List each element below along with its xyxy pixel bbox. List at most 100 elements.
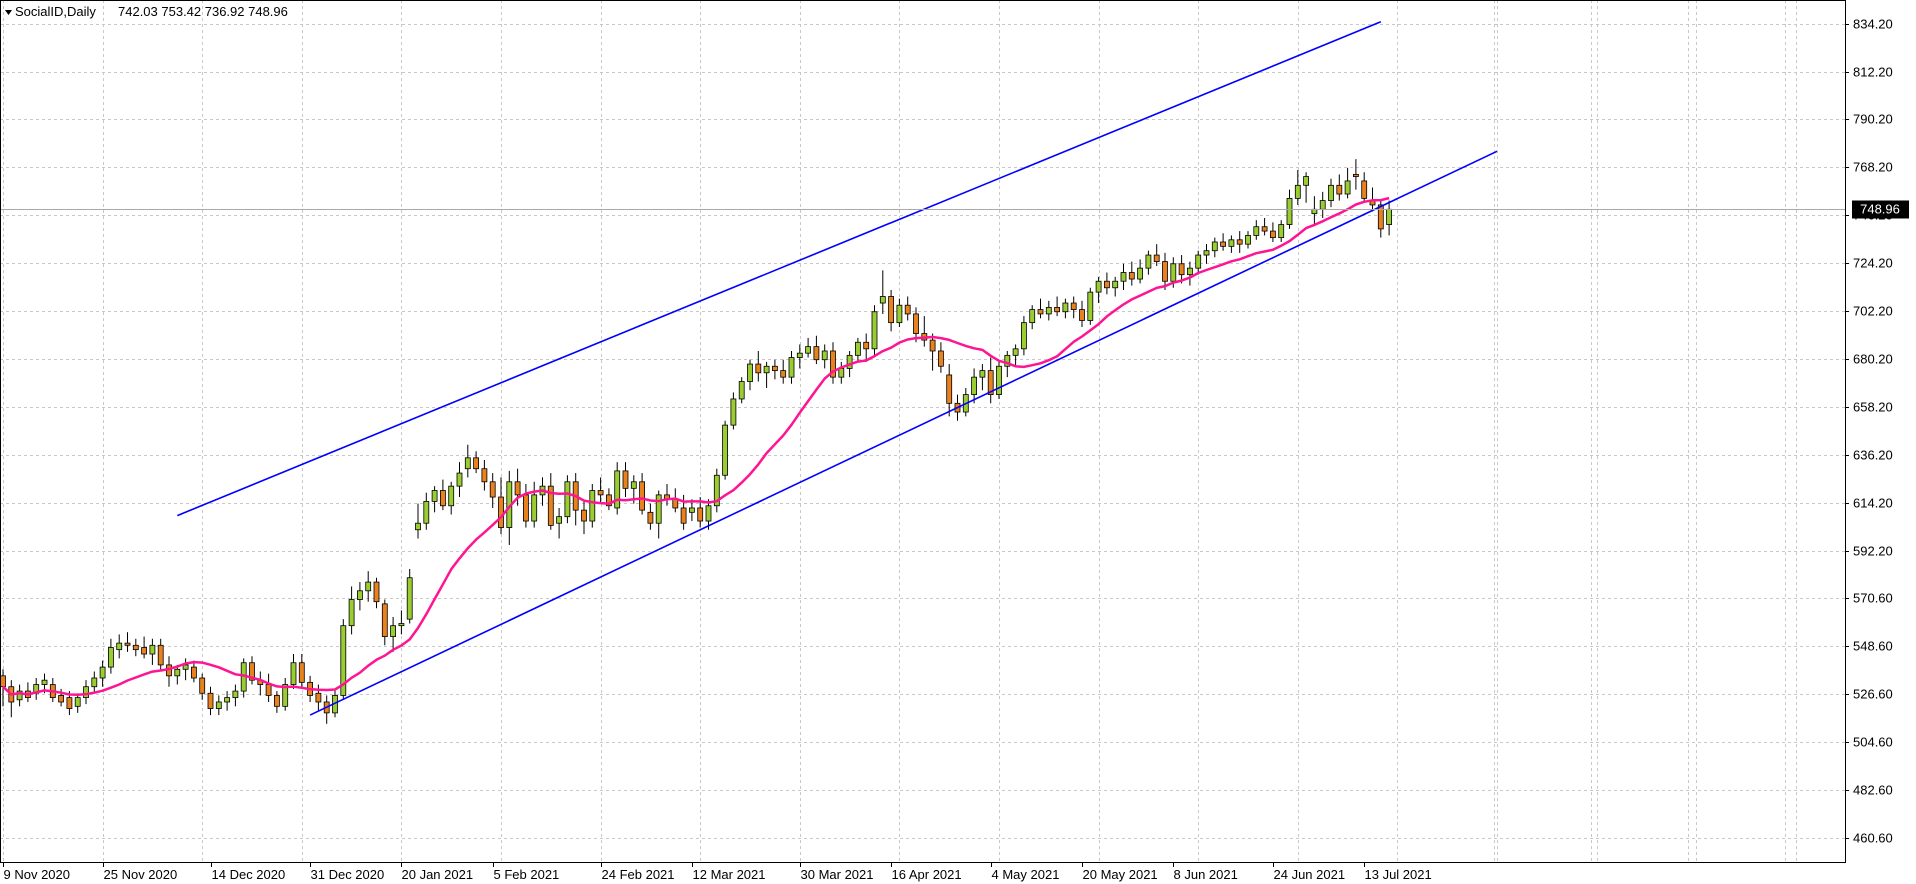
- time-tick-label: 5 Feb 2021: [494, 867, 560, 882]
- candle-bullish: [215, 701, 222, 709]
- candle-bearish: [1377, 204, 1384, 230]
- candle-bearish: [1178, 263, 1185, 276]
- candle-bullish: [796, 352, 803, 358]
- candle-bearish: [0, 675, 6, 688]
- candle-bullish: [456, 472, 463, 487]
- candlestick-series: [0, 159, 1392, 724]
- candle-bearish: [863, 341, 870, 350]
- candle-bullish: [1021, 322, 1027, 350]
- candle-bullish: [16, 690, 23, 701]
- candle-bullish: [1029, 309, 1036, 324]
- candle-bearish: [606, 494, 612, 507]
- price-tick-label: 834.20: [1853, 17, 1893, 32]
- candle-bearish: [141, 647, 148, 655]
- candle-bearish: [547, 485, 554, 526]
- last-price-tag-background: [1852, 200, 1909, 219]
- price-tick-label: 790.20: [1853, 112, 1893, 127]
- candle-bearish: [498, 496, 504, 528]
- candle-bullish: [1228, 239, 1235, 247]
- candle-bearish: [249, 662, 255, 681]
- price-tick-label: 482.60: [1853, 783, 1893, 798]
- candle-bearish: [298, 662, 305, 683]
- price-tick-label: 658.20: [1853, 400, 1893, 415]
- channel-upper-line: [176, 21, 1382, 517]
- symbol-dropdown-triangle-icon[interactable]: [5, 10, 12, 15]
- time-tick-label: 13 Jul 2021: [1365, 867, 1432, 882]
- candle-bearish: [904, 304, 911, 315]
- symbol-label: SocialID,Daily: [15, 4, 96, 19]
- candle-bullish: [431, 490, 438, 502]
- candle-bearish: [946, 374, 953, 404]
- price-tick-label: 526.60: [1853, 687, 1893, 702]
- candle-bullish: [531, 494, 538, 522]
- last-price-tag: 748.96: [1852, 200, 1909, 219]
- time-tick-label: 12 Mar 2021: [693, 867, 766, 882]
- candle-bullish: [630, 481, 637, 489]
- candle-bullish: [398, 623, 405, 627]
- price-tick-label: 592.20: [1853, 544, 1893, 559]
- candle-bullish: [174, 668, 181, 677]
- candle-bullish: [705, 505, 712, 522]
- time-tick-label: 4 May 2021: [992, 867, 1060, 882]
- candle-bullish: [763, 365, 770, 374]
- candle-bullish: [730, 398, 737, 426]
- price-tick-label: 724.20: [1853, 256, 1893, 271]
- candle-bullish: [415, 522, 421, 531]
- time-tick-label: 31 Dec 2020: [311, 867, 385, 882]
- candle-bullish: [971, 376, 977, 395]
- candle-bullish: [713, 474, 720, 507]
- candle-bullish: [788, 357, 795, 378]
- candle-bearish: [1236, 239, 1243, 245]
- price-tick-label: 548.60: [1853, 639, 1893, 654]
- candle-bearish: [1070, 302, 1077, 310]
- candle-bearish: [1037, 309, 1044, 315]
- time-tick-label: 30 Mar 2021: [801, 867, 874, 882]
- candle-bullish: [1344, 180, 1351, 195]
- candle-bullish: [1137, 267, 1143, 280]
- candle-bullish: [556, 516, 562, 524]
- time-axis: 9 Nov 2020 25 Nov 2020 14 Dec 2020 31 Dec 2…: [3, 862, 1432, 882]
- candle-bullish: [232, 690, 239, 699]
- candle-bearish: [265, 684, 272, 696]
- candle-bullish: [83, 686, 89, 699]
- price-tick-label: 460.60: [1853, 831, 1893, 846]
- candle-bearish: [597, 490, 604, 496]
- candle-bearish: [813, 346, 820, 361]
- candle-bullish: [1245, 235, 1251, 245]
- candle-bearish: [1104, 280, 1110, 289]
- time-tick-label: 9 Nov 2020: [4, 867, 71, 882]
- time-tick-label: 25 Nov 2020: [104, 867, 178, 882]
- candle-bearish: [987, 370, 994, 395]
- candle-bullish: [1386, 208, 1392, 225]
- candle-bullish: [1012, 348, 1019, 356]
- channel-lines: [176, 21, 1498, 716]
- candle-bearish: [1128, 272, 1135, 280]
- candle-bullish: [224, 697, 231, 703]
- candle-bullish: [282, 684, 289, 707]
- candle-bullish: [91, 677, 98, 688]
- candle-bullish: [1286, 197, 1293, 225]
- candle-bearish: [647, 511, 654, 524]
- candle-bearish: [489, 481, 496, 498]
- candle-bearish: [132, 644, 139, 651]
- candle-bullish: [1278, 224, 1285, 239]
- candle-bullish: [448, 485, 455, 507]
- candle-bullish: [1170, 263, 1177, 282]
- price-tick-label: 614.20: [1853, 496, 1893, 511]
- candle-bullish: [855, 341, 861, 356]
- candle-bearish: [830, 350, 836, 378]
- time-tick-label: 24 Jun 2021: [1274, 867, 1346, 882]
- price-tick-label: 812.20: [1853, 65, 1893, 80]
- candle-bearish: [888, 296, 894, 324]
- candle-bullish: [846, 354, 853, 369]
- candle-bullish: [340, 625, 347, 696]
- candle-bullish: [1120, 272, 1127, 282]
- channel-lower-line: [309, 150, 1498, 716]
- candle-bearish: [1261, 226, 1268, 232]
- plot-frame: [0, 0, 1846, 863]
- candle-bullish: [1004, 354, 1011, 367]
- candle-bearish: [1153, 254, 1160, 263]
- candle-bullish: [1203, 250, 1210, 256]
- candle-bearish: [913, 313, 919, 334]
